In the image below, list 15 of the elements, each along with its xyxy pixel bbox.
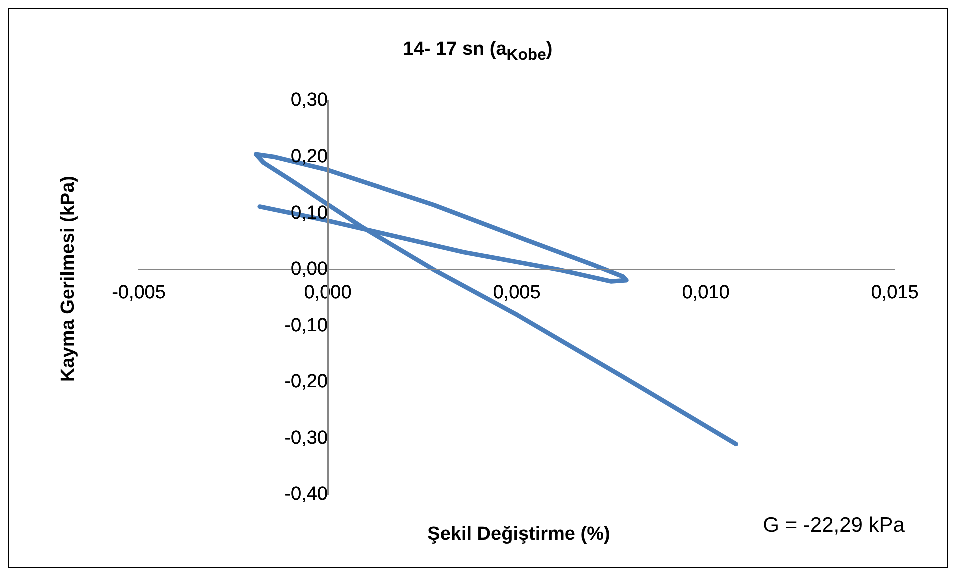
x-tick-label: -0,005 bbox=[112, 282, 166, 304]
y-tick-label: -0,10 bbox=[284, 315, 328, 336]
x-tick-label: 0,010 bbox=[682, 282, 730, 304]
y-tick-label: 0,00 bbox=[291, 259, 328, 280]
y-axis-title: Kayma Gerilmesi (kPa) bbox=[58, 176, 80, 382]
x-tick-label: 0,005 bbox=[493, 282, 541, 304]
x-axis-title: Şekil Değiştirme (%) bbox=[428, 524, 610, 545]
y-tick-label: -0,20 bbox=[284, 372, 328, 393]
y-tick-label: -0,30 bbox=[284, 428, 328, 449]
y-tick-label: -0,40 bbox=[284, 484, 328, 506]
x-tick-label: 0,015 bbox=[871, 282, 919, 304]
y-tick-label: 0,20 bbox=[291, 146, 328, 168]
y-tick-label: 0,30 bbox=[291, 90, 328, 112]
chart-title: 14- 17 sn (a$_{Kobe}$) bbox=[402, 39, 554, 65]
text: G = -22,29 kPa bbox=[763, 514, 905, 538]
